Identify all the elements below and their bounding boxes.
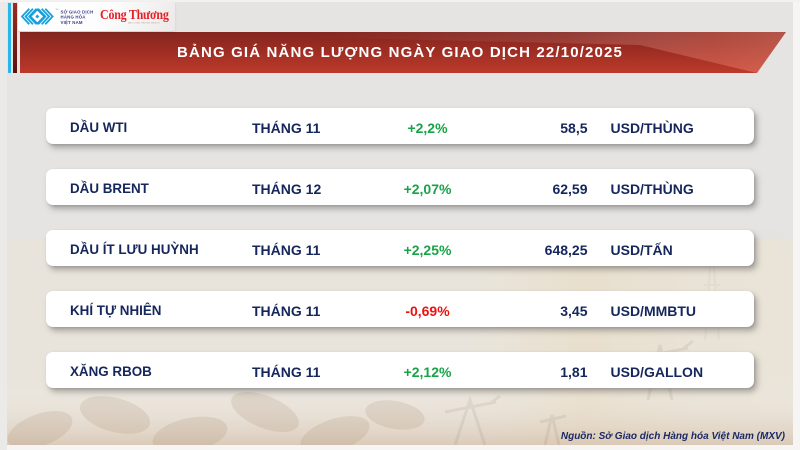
svg-text:BAO CONG THUONG DIEN TU: BAO CONG THUONG DIEN TU bbox=[128, 22, 160, 25]
svg-text:VIỆT NAM: VIỆT NAM bbox=[61, 20, 83, 25]
svg-text:Công Thương: Công Thương bbox=[100, 6, 169, 22]
svg-text:SỞ GIAO DỊCH: SỞ GIAO DỊCH bbox=[61, 9, 94, 14]
svg-text:HÀNG HÓA: HÀNG HÓA bbox=[61, 15, 87, 20]
svg-text:™: ™ bbox=[55, 8, 58, 12]
